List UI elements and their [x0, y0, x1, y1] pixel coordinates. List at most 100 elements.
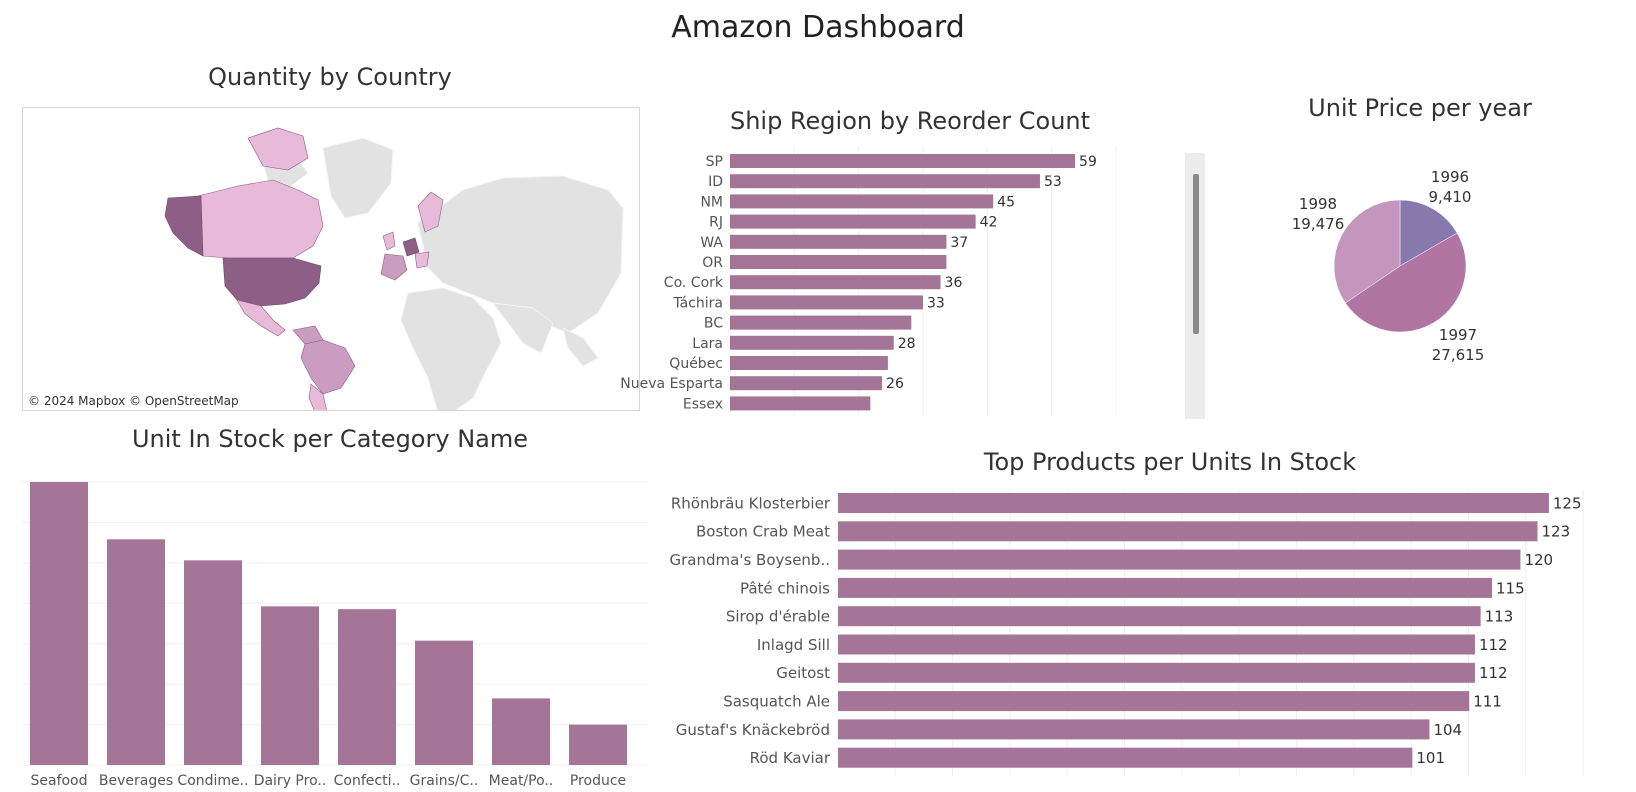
value-label-rh-nbr-u-klosterbier: 125	[1553, 494, 1582, 512]
map-argentina	[308, 383, 327, 410]
map-eurasia	[417, 175, 624, 334]
category-label-qu-bec: Québec	[669, 356, 723, 372]
bar-nm[interactable]	[730, 194, 994, 209]
pie-value-1997: 27,615	[1432, 346, 1485, 364]
bar-co-cork[interactable]	[730, 275, 941, 290]
category-label-grains-c: Grains/C..	[410, 773, 479, 789]
bar-sp[interactable]	[730, 154, 1076, 168]
bar-bc[interactable]	[730, 315, 912, 330]
category-label-r-d-kaviar: Röd Kaviar	[750, 749, 831, 767]
value-label-r-d-kaviar: 101	[1416, 749, 1445, 767]
value-label-inlagd-sill: 112	[1479, 636, 1508, 654]
value-label-geitost: 112	[1479, 664, 1508, 682]
pie-slice-1996[interactable]	[1399, 199, 1458, 267]
pie-label-1997: 1997	[1439, 326, 1477, 344]
unit-price-pie-chart: 1996 9,410 1997 27,615 1998 19,476	[1292, 168, 1485, 364]
bar-grains-c[interactable]	[415, 640, 473, 765]
category-label-meat-po: Meat/Po..	[489, 773, 554, 789]
category-label-sasquatch-ale: Sasquatch Ale	[723, 693, 830, 711]
bar-produce[interactable]	[569, 724, 627, 765]
bar-boston-crab-meat[interactable]	[838, 521, 1538, 542]
category-label-nm: NM	[700, 194, 723, 210]
map-mexico	[236, 299, 286, 337]
pie-label-1996: 1996	[1431, 168, 1469, 186]
category-label-co-cork: Co. Cork	[664, 275, 724, 291]
stock-category-chart: Seafood Beverages Condime.. Dairy Pro.. Conf…	[22, 481, 648, 789]
pie-label-1998: 1998	[1299, 195, 1337, 213]
category-label-produce: Produce	[570, 773, 626, 789]
bar-grandma-s-boysenb[interactable]	[838, 549, 1521, 570]
bar-t-chira[interactable]	[730, 295, 923, 310]
value-label-rj: 42	[980, 215, 998, 231]
category-label-boston-crab-meat: Boston Crab Meat	[696, 523, 830, 541]
category-label-p-t-chinois: Pâté chinois	[740, 579, 830, 597]
stock-category-chart-title: Unit In Stock per Category Name	[131, 425, 528, 453]
map-greenland	[322, 137, 394, 219]
map-canada-islands	[247, 127, 309, 171]
map-south-asia	[491, 302, 554, 354]
ship-region-chart-title: Ship Region by Reorder Count	[729, 107, 1091, 135]
pie-slice-1997[interactable]	[1344, 232, 1467, 333]
country-map[interactable]: © 2024 Mapbox © OpenStreetMap	[22, 107, 640, 411]
value-label-t-chira: 33	[927, 295, 945, 311]
category-label-wa: WA	[700, 235, 723, 251]
bar-r-d-kaviar[interactable]	[838, 747, 1413, 768]
bar-condime[interactable]	[184, 560, 242, 765]
ship-region-chart: SP 59 ID 53 NM 45 RJ 42 WA 37 OR Co. Cork 36 Táchira 3…	[620, 146, 1117, 417]
bar-sirop-d-rable[interactable]	[838, 606, 1481, 627]
bar-geitost[interactable]	[838, 662, 1475, 683]
unit-price-chart-title: Unit Price per year	[1308, 94, 1532, 122]
value-label-id: 53	[1044, 174, 1062, 190]
category-label-sirop-d-rable: Sirop d'érable	[726, 608, 830, 626]
pie-slice-1998[interactable]	[1333, 199, 1401, 304]
category-label-inlagd-sill: Inlagd Sill	[757, 636, 830, 654]
category-label-id: ID	[708, 174, 723, 190]
category-label-condime: Condime..	[177, 773, 248, 789]
category-label-confecti: Confecti..	[334, 773, 401, 789]
value-label-sp: 59	[1079, 154, 1097, 170]
category-label-gustaf-s-kn-ckebr-d: Gustaf's Knäckebröd	[676, 721, 830, 739]
bar-essex[interactable]	[730, 396, 871, 411]
map-title: Quantity by Country	[208, 63, 452, 91]
pie-value-1996: 9,410	[1429, 188, 1472, 206]
map-africa	[400, 287, 502, 410]
bar-lara[interactable]	[730, 335, 894, 350]
bar-nueva-esparta[interactable]	[730, 376, 883, 391]
map-credit: © 2024 Mapbox © OpenStreetMap	[28, 394, 239, 408]
ship-region-scroll-thumb[interactable]	[1193, 174, 1199, 334]
value-label-gustaf-s-kn-ckebr-d: 104	[1433, 721, 1462, 739]
value-label-p-t-chinois: 115	[1496, 579, 1525, 597]
bar-qu-bec[interactable]	[730, 356, 888, 370]
category-label-dairy-pro: Dairy Pro..	[254, 773, 327, 789]
value-label-grandma-s-boysenb: 120	[1524, 551, 1553, 569]
map-scandinavia	[417, 191, 444, 233]
bar-p-t-chinois[interactable]	[838, 577, 1493, 598]
category-label-seafood: Seafood	[30, 773, 87, 789]
bar-beverages[interactable]	[107, 539, 165, 765]
map-uk	[382, 231, 396, 251]
category-label-grandma-s-boysenb: Grandma's Boysenb..	[670, 551, 830, 569]
pie-value-1998: 19,476	[1292, 215, 1345, 233]
map-central-europe	[414, 251, 430, 269]
value-label-sasquatch-ale: 111	[1473, 693, 1502, 711]
bar-rj[interactable]	[730, 214, 976, 229]
bar-confecti[interactable]	[338, 609, 396, 765]
value-label-lara: 28	[898, 336, 916, 352]
bar-sasquatch-ale[interactable]	[838, 691, 1470, 712]
bar-seafood[interactable]	[30, 482, 88, 765]
bar-id[interactable]	[730, 174, 1040, 189]
map-usa	[222, 257, 322, 307]
category-label-rh-nbr-u-klosterbier: Rhönbräu Klosterbier	[671, 494, 831, 512]
map-brazil	[300, 339, 356, 395]
bar-or[interactable]	[730, 255, 947, 269]
bar-dairy-pro[interactable]	[261, 606, 319, 765]
bar-wa[interactable]	[730, 234, 947, 249]
bar-inlagd-sill[interactable]	[838, 634, 1475, 655]
bar-meat-po[interactable]	[492, 698, 550, 765]
category-label-geitost: Geitost	[776, 664, 830, 682]
top-products-chart: Rhönbräu Klosterbier 125 Boston Crab Meat 1…	[670, 490, 1584, 776]
bar-gustaf-s-kn-ckebr-d[interactable]	[838, 719, 1430, 740]
bar-rh-nbr-u-klosterbier[interactable]	[838, 493, 1549, 513]
category-label-lara: Lara	[692, 336, 723, 352]
value-label-sirop-d-rable: 113	[1485, 608, 1514, 626]
